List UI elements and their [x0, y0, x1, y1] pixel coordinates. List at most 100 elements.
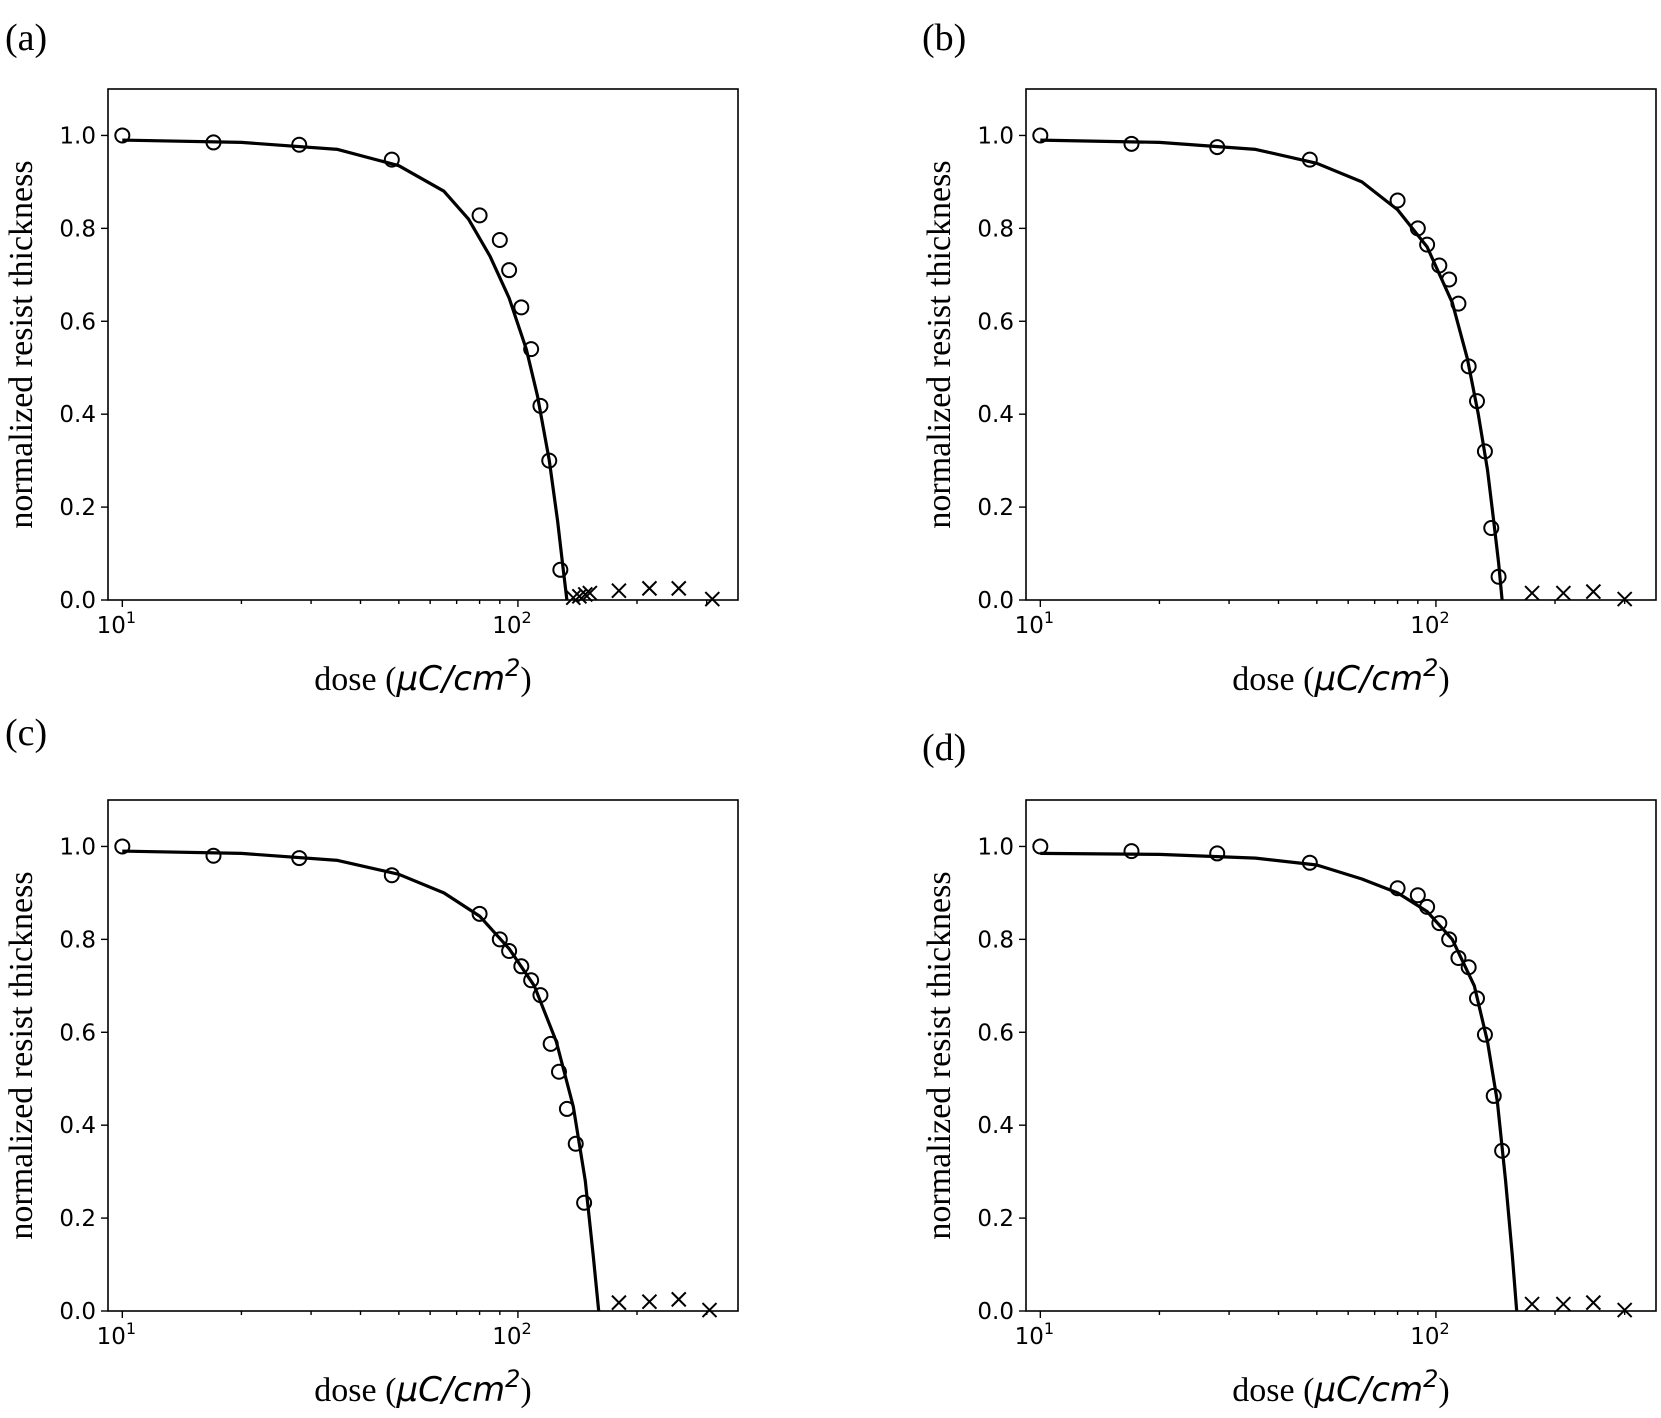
x-stroke	[577, 586, 593, 603]
x-stroke	[1616, 1302, 1633, 1318]
data-point-circle	[1389, 192, 1406, 209]
data-point-x	[1585, 1294, 1602, 1311]
data-point-x	[1524, 1296, 1540, 1312]
x-axis-title: dose (μC/cm2)	[314, 654, 531, 699]
x-stroke	[701, 1302, 718, 1318]
y-tick-label: 0.8	[977, 216, 1014, 242]
x-axis-title-exponent: 2	[505, 1365, 520, 1393]
x-axis-title-prefix: dose (	[1232, 661, 1314, 698]
y-tick-label: 1.0	[977, 123, 1014, 149]
panel-label: (c)	[5, 712, 47, 754]
y-tick-label: 0.2	[59, 1206, 96, 1232]
data-point-x	[671, 1291, 687, 1308]
data-point-circle	[523, 972, 540, 989]
x-stroke	[671, 580, 687, 597]
x-tick-base: 10	[97, 613, 126, 639]
data-point-circle	[501, 942, 518, 959]
x-tick-base: 10	[1015, 1324, 1044, 1350]
x-stroke	[1524, 1296, 1540, 1312]
data-point-circle	[1032, 838, 1049, 855]
y-axis-title: normalized resist thickness	[921, 160, 958, 528]
x-stroke	[1616, 591, 1633, 607]
x-tick-label: 102	[492, 608, 531, 639]
data-point-circle	[513, 299, 530, 316]
x-stroke	[641, 1294, 658, 1310]
y-tick-label: 0.2	[977, 1206, 1014, 1232]
x-axis-title-exponent: 2	[1423, 654, 1438, 682]
plot-frame	[107, 799, 739, 1312]
y-tick-label: 0.8	[59, 927, 96, 953]
y-tick-label: 1.0	[977, 834, 1014, 860]
x-stroke	[641, 580, 658, 597]
x-tick-exponent: 1	[126, 1319, 136, 1338]
data-point-x	[641, 580, 658, 597]
plot-frame	[1025, 799, 1657, 1312]
x-tick-base: 10	[1410, 1324, 1439, 1350]
data-point-x	[582, 585, 598, 601]
y-tick-label: 0.8	[977, 927, 1014, 953]
y-tick-label: 0.8	[59, 216, 96, 242]
x-axis-title: dose (μC/cm2)	[1232, 1365, 1449, 1410]
fit-curve	[1040, 851, 1519, 1312]
y-tick-label: 0.4	[59, 1113, 96, 1139]
plot-frame	[1025, 88, 1657, 601]
data-point-circle	[567, 1135, 584, 1152]
data-point-circle	[1123, 135, 1140, 152]
data-point-x	[1524, 585, 1540, 601]
x-axis-title-prefix: dose (	[314, 661, 396, 698]
x-axis-title-suffix: )	[1438, 661, 1449, 698]
x-tick-exponent: 1	[1044, 1319, 1054, 1338]
data-point-x	[641, 1294, 658, 1310]
y-tick-label: 0.6	[59, 1020, 96, 1046]
data-point-circle	[1409, 887, 1426, 904]
y-tick-label: 0.6	[977, 1020, 1014, 1046]
data-point-circle	[501, 262, 518, 279]
plot-frame	[107, 88, 739, 601]
x-tick-exponent: 2	[1439, 608, 1449, 627]
data-point-circle	[471, 207, 488, 224]
x-tick-label: 101	[97, 608, 136, 639]
x-tick-base: 10	[97, 1324, 126, 1350]
data-point-x	[1585, 583, 1602, 600]
x-stroke	[1585, 583, 1602, 600]
data-point-circle	[114, 127, 131, 144]
x-stroke	[565, 589, 581, 606]
data-point-x	[701, 1302, 718, 1318]
data-point-x	[577, 586, 593, 603]
y-tick-label: 0.0	[59, 1299, 96, 1325]
data-point-circle	[205, 847, 222, 864]
data-point-circle	[1123, 843, 1140, 860]
data-point-circle	[513, 958, 530, 975]
x-tick-exponent: 2	[1439, 1319, 1449, 1338]
x-axis-title: dose (μC/cm2)	[314, 1365, 531, 1410]
x-axis-title-unit: μC/cm	[395, 1370, 505, 1410]
data-point-circle	[491, 231, 508, 248]
x-tick-exponent: 1	[1044, 608, 1054, 627]
x-stroke	[611, 583, 627, 599]
y-tick-label: 0.2	[59, 495, 96, 521]
panel-label: (d)	[922, 727, 966, 769]
x-tick-exponent: 2	[521, 608, 531, 627]
data-point-x	[571, 588, 588, 604]
data-point-circle	[1032, 127, 1049, 144]
panel-label: (b)	[922, 17, 966, 59]
x-tick-label: 101	[97, 1319, 136, 1350]
x-stroke	[1524, 585, 1540, 601]
x-tick-exponent: 2	[521, 1319, 531, 1338]
x-axis-title-suffix: )	[520, 661, 531, 698]
data-point-circle	[1431, 915, 1448, 932]
x-axis-title-prefix: dose (	[314, 1372, 396, 1409]
fit-curve	[122, 849, 601, 1312]
x-tick-label: 102	[1410, 608, 1449, 639]
x-stroke	[571, 588, 588, 604]
data-point-x	[1616, 591, 1633, 607]
x-tick-label: 101	[1015, 608, 1054, 639]
x-axis-title-prefix: dose (	[1232, 1372, 1314, 1409]
y-tick-label: 0.4	[59, 402, 96, 428]
y-tick-label: 0.0	[977, 1299, 1014, 1325]
y-tick-label: 0.4	[977, 402, 1014, 428]
data-point-circle	[114, 838, 131, 855]
